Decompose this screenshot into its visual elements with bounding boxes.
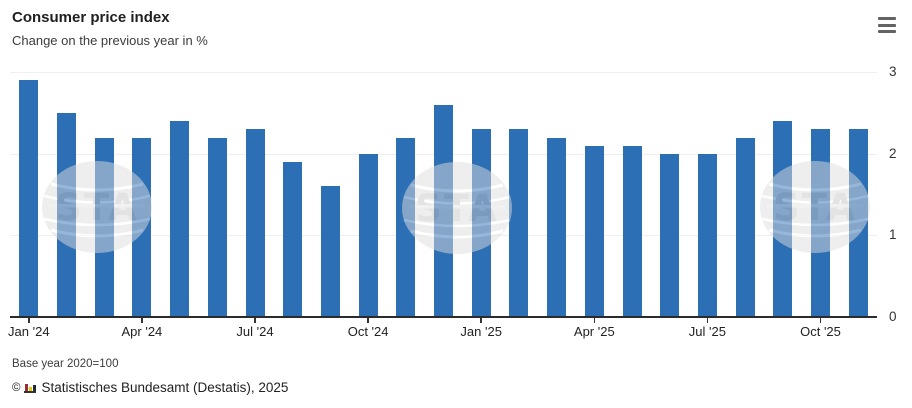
x-axis-tick [254, 318, 256, 323]
destatis-globe-watermark: STA [401, 161, 513, 260]
bar[interactable] [358, 153, 378, 317]
bar[interactable] [170, 121, 190, 317]
x-axis-label: Jul '24 [236, 324, 274, 339]
x-axis-tick [367, 318, 369, 323]
bar[interactable] [434, 104, 453, 317]
x-axis-label: Oct '24 [347, 324, 389, 339]
hamburger-menu-icon[interactable] [878, 17, 896, 37]
bar[interactable] [697, 153, 717, 317]
chart-subtitle: Change on the previous year in % [12, 33, 208, 48]
bar[interactable] [811, 129, 830, 317]
bar[interactable] [57, 113, 76, 317]
bar[interactable] [584, 145, 604, 317]
hamburger-bar [878, 17, 896, 20]
bar[interactable] [132, 137, 152, 317]
bar[interactable] [245, 129, 265, 317]
gridline [10, 72, 877, 73]
copyright-line: © Statistisches Bundesamt (Destatis), 20… [12, 380, 288, 395]
y-axis-label: 2 [889, 146, 897, 161]
destatis-logo-icon [24, 381, 37, 394]
bar[interactable] [622, 145, 642, 317]
x-axis-tick [819, 318, 822, 323]
bar[interactable] [207, 137, 227, 317]
bar[interactable] [471, 129, 491, 317]
x-axis-label: Apr '25 [573, 324, 615, 339]
y-axis-label: 3 [889, 64, 897, 79]
x-axis-label: Oct '25 [800, 324, 841, 339]
x-axis-label: Jul '25 [688, 324, 726, 339]
y-axis-label: 0 [889, 309, 897, 324]
bar[interactable] [735, 137, 755, 317]
base-year-note: Base year 2020=100 [12, 358, 119, 370]
y-axis-label: 1 [889, 227, 897, 242]
copyright-text: Statistisches Bundesamt (Destatis), 2025 [41, 380, 289, 395]
x-axis-label: Apr '24 [121, 324, 163, 339]
bar[interactable] [94, 137, 114, 317]
bar[interactable] [283, 162, 303, 317]
bar[interactable] [19, 80, 39, 317]
bar[interactable] [547, 137, 567, 317]
bar[interactable] [509, 129, 529, 317]
page-title: Consumer price index [12, 9, 170, 26]
x-axis-tick [706, 318, 709, 323]
bar[interactable] [320, 186, 340, 317]
bar[interactable] [773, 121, 793, 317]
x-axis-tick [593, 318, 595, 323]
hamburger-bar [878, 23, 896, 27]
x-axis-tick [480, 318, 482, 323]
bar[interactable] [848, 129, 868, 317]
hamburger-bar [878, 30, 896, 33]
x-axis-line [10, 316, 877, 318]
bar[interactable] [396, 137, 416, 317]
x-axis-label: Jan '24 [8, 324, 50, 339]
x-axis-tick [141, 318, 143, 323]
copyright-symbol: © [12, 381, 21, 394]
bar[interactable] [660, 153, 680, 317]
x-axis-label: Jan '25 [460, 324, 502, 339]
x-axis-tick [28, 318, 30, 323]
